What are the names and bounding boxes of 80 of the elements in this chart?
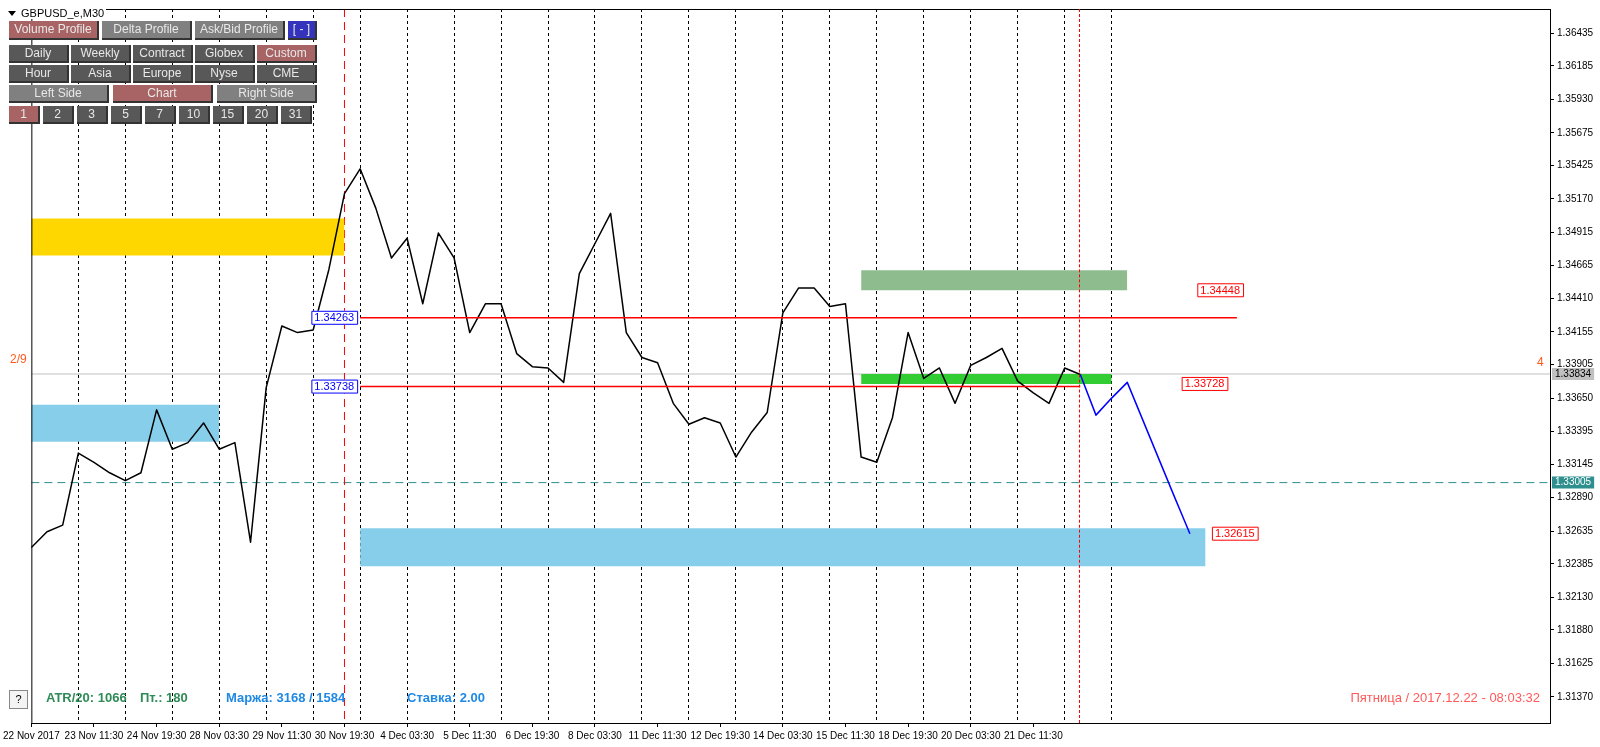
- annotation: 1.32615: [1214, 527, 1255, 540]
- annotation: Пт.: 180: [140, 690, 188, 705]
- button: Volume Profile: [9, 21, 99, 40]
- y-tick-label: 1.33395: [1557, 425, 1594, 437]
- button: Chart: [113, 85, 213, 103]
- button: Right Side: [217, 85, 317, 103]
- annotation: Пятница / 2017.12.22 - 08:03:32: [1350, 690, 1540, 705]
- y-tick-label: 1.32890: [1557, 491, 1594, 503]
- annotation: 1.33728: [1184, 377, 1225, 390]
- button: Contract: [133, 45, 193, 63]
- x-tick-label: 11 Dec 11:30: [628, 729, 688, 741]
- annotation: 1.33738: [314, 380, 355, 393]
- y-tick-label: 1.34915: [1557, 226, 1594, 238]
- annotation: 4: [1537, 355, 1544, 369]
- text: 2/9: [10, 352, 27, 366]
- button: Hour: [9, 65, 69, 83]
- button: 10: [179, 106, 210, 124]
- button: Daily: [9, 45, 69, 63]
- help-button: ?: [9, 690, 28, 709]
- button: Nyse: [195, 65, 255, 83]
- y-tick-label: 1.35930: [1557, 93, 1594, 105]
- button: 5: [111, 106, 142, 124]
- x-tick-label: 30 Nov 19:30: [314, 729, 375, 741]
- chart-title: GBPUSD_e,M30: [19, 7, 107, 19]
- annotation: 1.34448: [1200, 283, 1241, 296]
- x-tick-label: 28 Nov 03:30: [189, 729, 250, 741]
- y-tick-label: 1.31370: [1557, 690, 1594, 702]
- button: Weekly: [71, 45, 131, 63]
- y-tick-label: 1.35425: [1557, 159, 1594, 171]
- button: 15: [213, 106, 244, 124]
- y-tick-label: 1.32635: [1557, 524, 1594, 536]
- button: 7: [145, 106, 176, 124]
- x-tick-label: 14 Dec 03:30: [753, 729, 814, 741]
- x-tick-label: 20 Dec 03:30: [940, 729, 1001, 741]
- y-tick-label: 1.35675: [1557, 126, 1594, 138]
- button: Ask/Bid Profile: [195, 21, 285, 40]
- button: Custom: [257, 45, 317, 63]
- button: CME: [257, 65, 317, 83]
- button: [ - ]: [288, 21, 317, 40]
- y-tick-label: 1.34665: [1557, 258, 1594, 270]
- y-tick-label: 1.33905: [1557, 358, 1594, 370]
- button: Delta Profile: [102, 21, 192, 40]
- y-tick-label: 1.34410: [1557, 292, 1594, 304]
- button: 1: [9, 106, 40, 124]
- button: 31: [281, 106, 312, 124]
- x-tick-label: 24 Nov 19:30: [126, 729, 187, 741]
- x-tick-label: 8 Dec 03:30: [568, 729, 623, 741]
- ref-line-label: 1.33834: [1555, 367, 1592, 379]
- button: 20: [247, 106, 278, 124]
- y-tick-label: 1.31880: [1557, 623, 1594, 635]
- y-tick-label: 1.36435: [1557, 26, 1594, 38]
- x-tick-label: 5 Dec 11:30: [443, 729, 497, 741]
- button: Europe: [133, 65, 193, 83]
- x-tick-label: 22 Nov 2017: [3, 729, 61, 741]
- x-tick-label: 21 Dec 11:30: [1003, 729, 1064, 741]
- annotation: ATR/20: 1066: [46, 690, 127, 705]
- x-tick-label: 6 Dec 19:30: [505, 729, 560, 741]
- x-tick-label: 18 Dec 19:30: [878, 729, 939, 741]
- annotation: Маржа: 3168 / 1584: [226, 690, 346, 705]
- x-tick-label: 4 Dec 03:30: [380, 729, 435, 741]
- button: 2: [43, 106, 74, 124]
- button: Asia: [71, 65, 131, 83]
- button: Globex: [195, 45, 255, 63]
- x-tick-label: 23 Nov 11:30: [64, 729, 124, 741]
- y-tick-label: 1.33650: [1557, 391, 1594, 403]
- y-tick-label: 1.31625: [1557, 657, 1594, 669]
- y-tick-label: 1.34155: [1557, 325, 1594, 337]
- ref-line-label: 1.33005: [1555, 476, 1592, 488]
- x-tick-label: 29 Nov 11:30: [252, 729, 312, 741]
- y-tick-label: 1.35170: [1557, 192, 1594, 204]
- y-tick-label: 1.36185: [1557, 59, 1594, 71]
- y-tick-label: 1.33145: [1557, 458, 1594, 470]
- x-tick-label: 12 Dec 19:30: [690, 729, 751, 741]
- annotation: Ставка: 2.00: [407, 690, 485, 705]
- x-tick-label: 15 Dec 11:30: [816, 729, 876, 741]
- annotation: 1.34263: [314, 311, 355, 324]
- y-tick-label: 1.32385: [1557, 557, 1594, 569]
- y-tick-label: 1.32130: [1557, 590, 1594, 602]
- button: 3: [77, 106, 108, 124]
- button: Left Side: [9, 85, 109, 103]
